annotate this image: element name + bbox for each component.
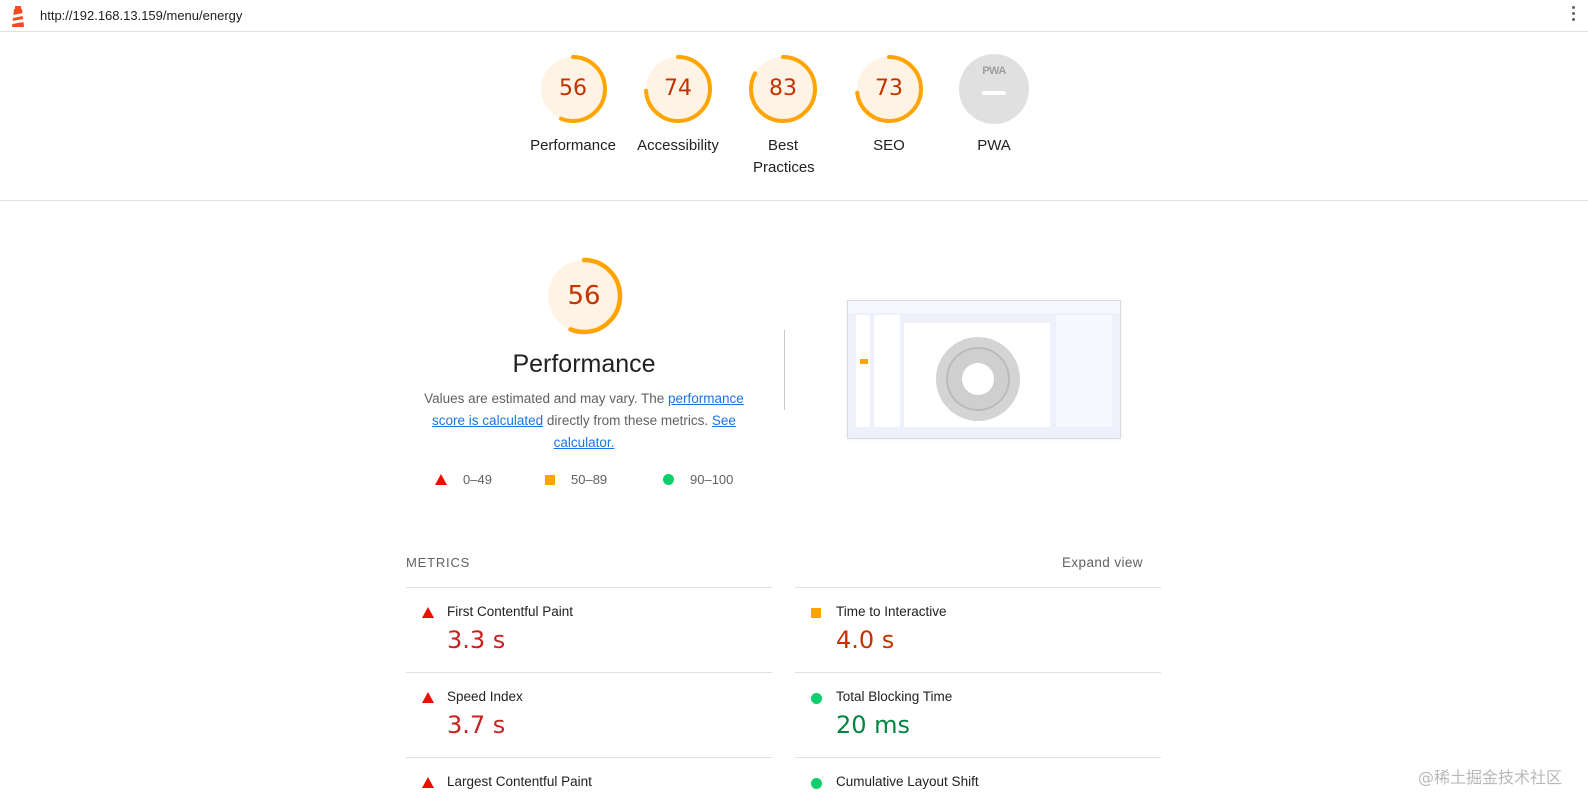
score-label: Best Practices xyxy=(753,137,815,176)
thumb-ring-center xyxy=(962,363,994,395)
metric-speed-index: Speed Index 3.7 s xyxy=(406,672,772,757)
metrics-left-column: First Contentful Paint 3.3 s Speed Index… xyxy=(406,587,772,802)
pwa-badge-icon xyxy=(959,54,1029,124)
performance-gauge: 56 xyxy=(544,256,624,336)
final-screenshot-thumbnail[interactable] xyxy=(847,300,1121,439)
thumb-sidebar xyxy=(856,315,870,427)
score-label: PWA xyxy=(977,137,1011,154)
thumb-right-panel xyxy=(1056,315,1112,427)
thumb-panel xyxy=(874,315,900,427)
metric-value: 3.7 s xyxy=(447,711,506,739)
gauge-best-practices[interactable]: 83 Best Practices xyxy=(733,53,833,179)
square-icon xyxy=(545,474,555,485)
desc-text: Values are estimated and may vary. The xyxy=(424,391,669,406)
score-label: Performance xyxy=(530,137,616,154)
legend-range: 0–49 xyxy=(463,472,492,487)
gauge-ring-icon xyxy=(539,55,607,123)
metric-value: 3.3 s xyxy=(447,626,506,654)
metric-name: Cumulative Layout Shift xyxy=(836,774,979,789)
gauge-ring-icon xyxy=(749,55,817,123)
gauge-ring-icon xyxy=(644,55,712,123)
address-bar: http://192.168.13.159/menu/energy xyxy=(0,0,1588,32)
gauge-pwa[interactable]: PWA PWA xyxy=(944,53,1044,157)
metric-cumulative-layout-shift: Cumulative Layout Shift xyxy=(795,757,1161,802)
score-value: 74 xyxy=(664,76,692,101)
pwa-badge-text: PWA xyxy=(982,65,1006,77)
metric-value: 4.0 s xyxy=(836,626,895,654)
metrics-header: METRICS xyxy=(406,555,471,570)
gauge-seo[interactable]: 73 SEO xyxy=(839,53,939,157)
score-calculated-link[interactable]: performance score is calculated xyxy=(432,391,744,428)
more-menu-icon[interactable] xyxy=(1570,4,1576,28)
legend-average: 50–89 xyxy=(545,472,607,487)
metric-name: Time to Interactive xyxy=(836,604,947,619)
metric-name: Total Blocking Time xyxy=(836,689,953,704)
watermark: @稀土掘金技术社区 xyxy=(1417,768,1562,787)
circle-icon xyxy=(663,474,674,485)
metric-time-to-interactive: Time to Interactive 4.0 s xyxy=(795,587,1161,672)
thumb-active-item xyxy=(860,359,868,364)
thumb-header xyxy=(848,301,1120,313)
metric-total-blocking-time: Total Blocking Time 20 ms xyxy=(795,672,1161,757)
metrics-right-column: Time to Interactive 4.0 s Total Blocking… xyxy=(795,587,1161,802)
average-square-icon xyxy=(811,608,821,618)
score-value: 83 xyxy=(769,76,797,101)
metric-name: Largest Contentful Paint xyxy=(447,774,592,789)
thumb-ring-inner xyxy=(946,347,1010,411)
score-summary: 56 Performance 74 Accessibility 83 Best … xyxy=(0,33,1588,201)
fail-triangle-icon xyxy=(422,607,434,618)
metric-name: Speed Index xyxy=(447,689,523,704)
gauge-accessibility[interactable]: 74 Accessibility xyxy=(628,53,728,157)
metric-value: 20 ms xyxy=(836,711,911,739)
gauge-ring-icon xyxy=(545,257,623,335)
performance-description: Values are estimated and may vary. The p… xyxy=(414,388,754,454)
performance-score: 56 xyxy=(567,281,601,311)
legend-pass: 90–100 xyxy=(663,472,733,487)
divider xyxy=(784,330,785,410)
gauge-ring-icon xyxy=(855,55,923,123)
url-text[interactable]: http://192.168.13.159/menu/energy xyxy=(40,8,243,23)
metric-largest-contentful-paint: Largest Contentful Paint xyxy=(406,757,772,802)
pass-circle-icon xyxy=(811,693,822,704)
expand-view-button[interactable]: Expand view xyxy=(1062,555,1143,570)
fail-triangle-icon xyxy=(422,777,434,788)
legend-range: 50–89 xyxy=(571,472,608,487)
desc-text: directly from these metrics. xyxy=(543,413,712,428)
metric-name: First Contentful Paint xyxy=(447,604,574,619)
performance-title: Performance xyxy=(512,350,656,378)
score-label: Accessibility xyxy=(637,137,719,154)
lighthouse-logo-icon xyxy=(12,6,24,27)
metric-first-contentful-paint: First Contentful Paint 3.3 s xyxy=(406,587,772,672)
triangle-icon xyxy=(435,474,447,485)
score-label: SEO xyxy=(873,137,905,154)
legend-range: 90–100 xyxy=(690,472,734,487)
gauge-performance[interactable]: 56 Performance xyxy=(523,53,623,157)
score-value: 56 xyxy=(559,76,587,101)
legend-fail: 0–49 xyxy=(435,472,492,487)
see-calculator-link[interactable]: See calculator. xyxy=(553,413,736,450)
pass-circle-icon xyxy=(811,778,822,789)
fail-triangle-icon xyxy=(422,692,434,703)
score-value: 73 xyxy=(875,76,903,101)
